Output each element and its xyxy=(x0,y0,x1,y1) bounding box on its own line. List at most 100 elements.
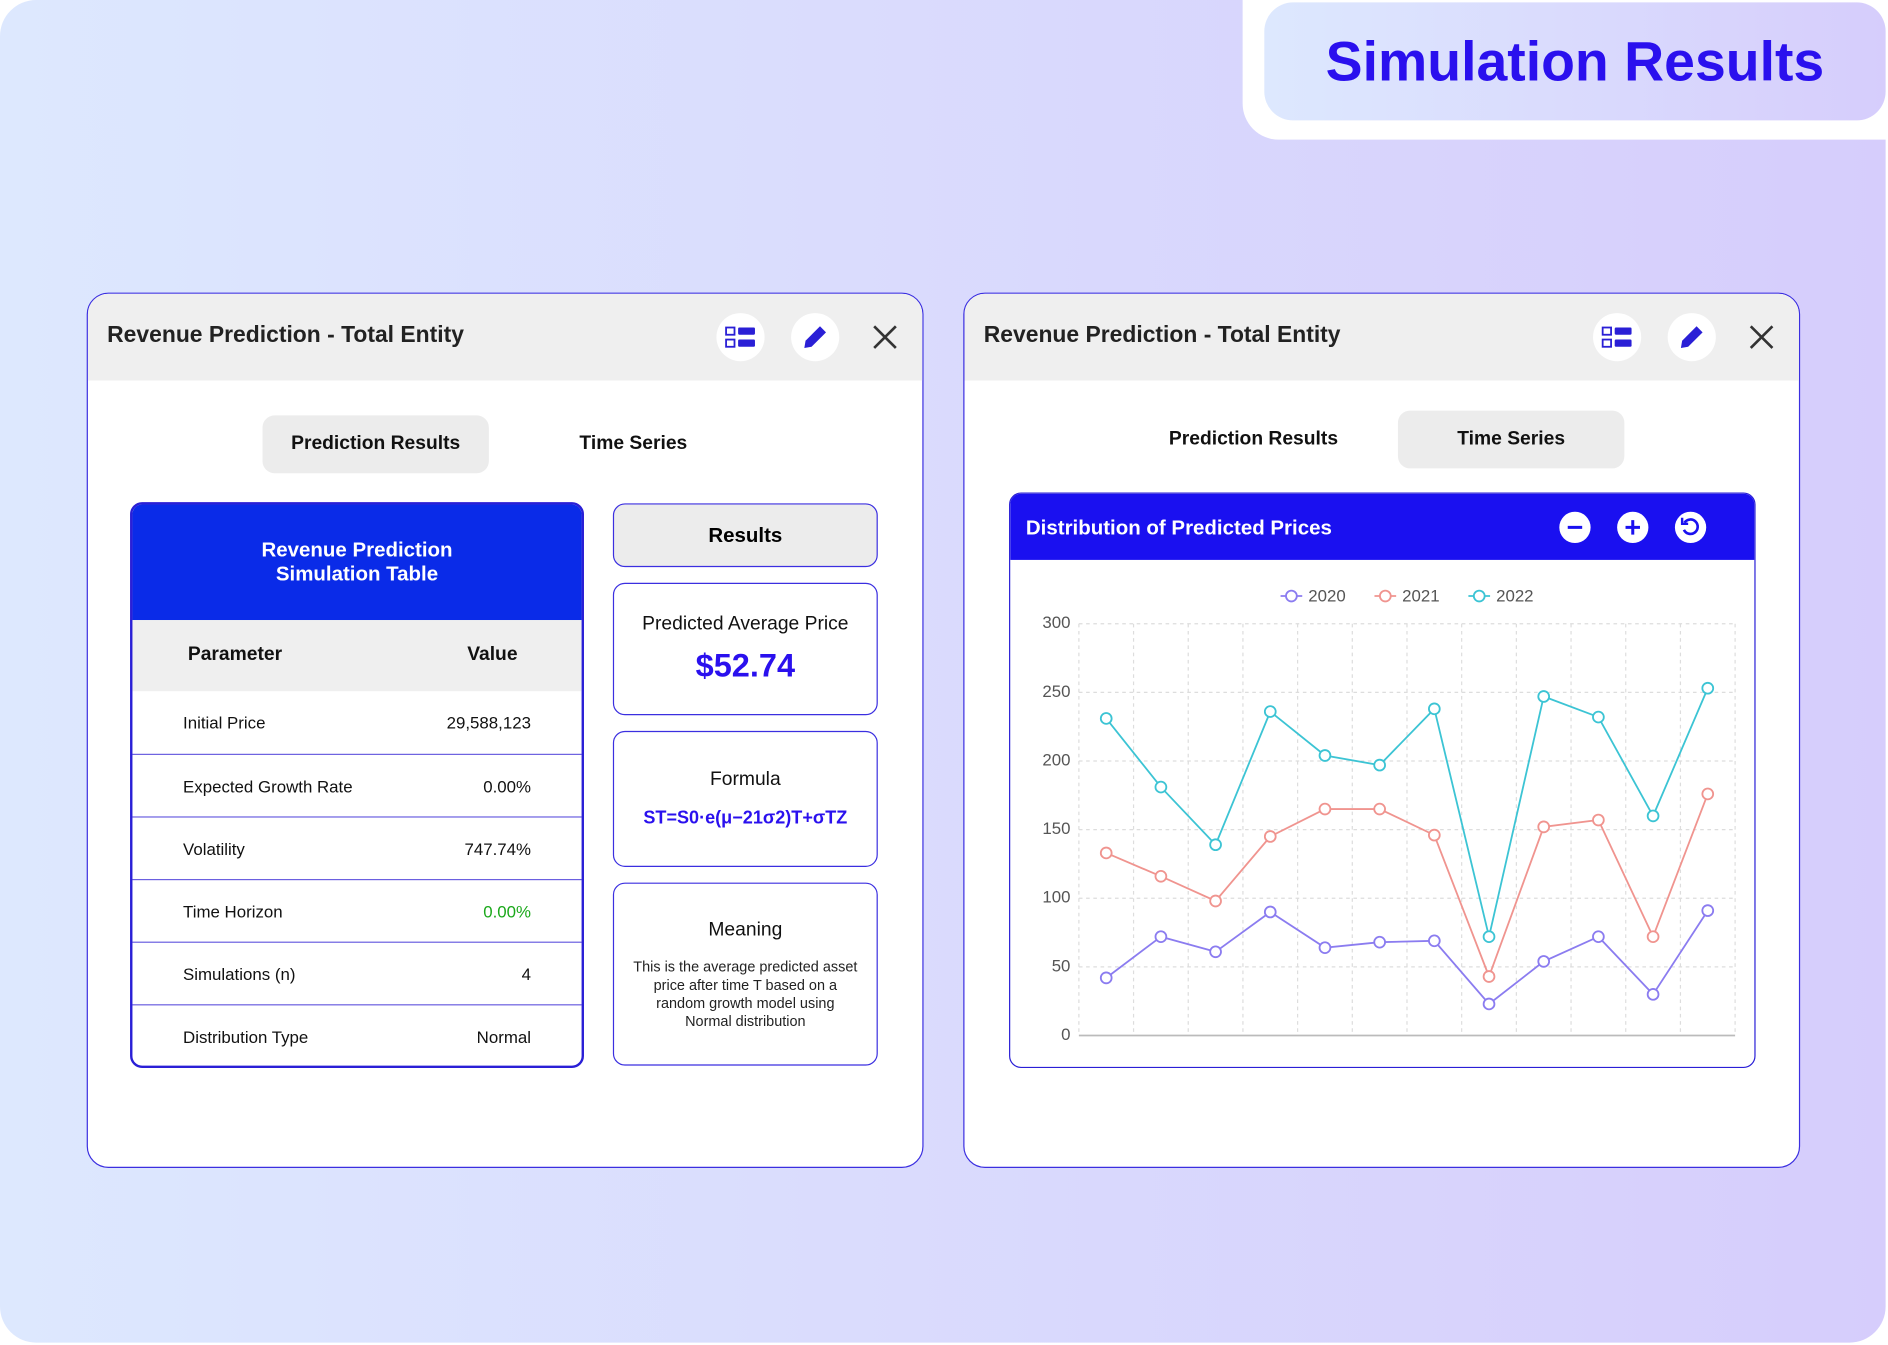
row-value: 747.74% xyxy=(464,839,532,859)
point xyxy=(1263,830,1277,843)
row-label: Expected Growth Rate xyxy=(183,776,353,796)
y-tick-label: 100 xyxy=(1042,888,1070,907)
point xyxy=(1263,905,1277,919)
row-value: Normal xyxy=(476,1027,532,1047)
point xyxy=(1646,809,1660,823)
point xyxy=(1428,934,1441,948)
row-label: Time Horizon xyxy=(183,901,283,922)
edit-button[interactable] xyxy=(791,313,840,362)
legend-marker xyxy=(1285,589,1298,603)
right-panel: Revenue Prediction - Total Entity Predic… xyxy=(963,292,1801,1168)
point xyxy=(1428,702,1441,716)
card-value: $52.74 xyxy=(695,647,796,684)
zoom-out[interactable] xyxy=(1559,511,1591,544)
average-card: Predicted Average Price $52.74 xyxy=(612,582,878,716)
point xyxy=(1701,681,1715,695)
point xyxy=(1482,930,1496,944)
row-label: Volatility xyxy=(183,839,245,859)
series-line xyxy=(1105,793,1709,980)
point xyxy=(1209,945,1222,959)
y-tick-label: 0 xyxy=(1061,1025,1070,1044)
point xyxy=(1099,971,1113,985)
series-line xyxy=(1105,910,1709,1006)
legend-label: 2020 xyxy=(1308,587,1345,606)
tab[interactable]: Time Series xyxy=(579,433,688,454)
point xyxy=(1099,712,1113,725)
table-title: Revenue Prediction Simulation Table xyxy=(261,538,453,586)
sim-table: Revenue Prediction Simulation Table Para… xyxy=(130,502,584,1069)
edit-button[interactable] xyxy=(1667,313,1716,362)
tab[interactable]: Prediction Results xyxy=(262,415,489,474)
panel-title: Revenue Prediction - Total Entity xyxy=(107,322,464,348)
row-value: 29,588,123 xyxy=(446,712,532,733)
panel-header xyxy=(964,293,1799,381)
table-row: Distribution Type Normal xyxy=(132,1004,582,1065)
legend-label: 2022 xyxy=(1496,587,1533,606)
formula-card: Formula ST=S0·e(μ−21σ2)T+σTZ xyxy=(612,730,878,867)
page-title: Simulation Results xyxy=(1264,2,1886,121)
table-row: Expected Growth Rate 0.00% xyxy=(132,753,582,817)
point xyxy=(1099,846,1113,860)
point xyxy=(1537,955,1551,968)
point xyxy=(1373,758,1386,772)
table-columns: Parameter Value xyxy=(132,620,582,692)
y-tick-label: 200 xyxy=(1042,750,1070,769)
legend-marker xyxy=(1378,589,1392,603)
point xyxy=(1373,802,1386,816)
point xyxy=(1154,930,1168,944)
y-tick-label: 250 xyxy=(1042,682,1070,701)
point xyxy=(1209,838,1222,852)
tab[interactable]: Prediction Results xyxy=(1168,428,1339,450)
point xyxy=(1318,941,1332,954)
list-button[interactable] xyxy=(1593,313,1642,362)
close-button[interactable] xyxy=(871,323,900,352)
point xyxy=(1482,970,1496,983)
close-button[interactable] xyxy=(1747,323,1776,352)
meaning-card: Meaning This is the average predicted as… xyxy=(612,882,878,1066)
chart: 0 50 100 150 200 250 300 2020 2021 2022 xyxy=(1042,587,1736,1044)
column-header: Parameter xyxy=(187,644,283,665)
row-label: Distribution Type xyxy=(183,1027,309,1047)
card-label: Meaning xyxy=(708,919,783,941)
zoom-in[interactable] xyxy=(1617,511,1649,544)
series-line xyxy=(1105,687,1709,937)
y-tick-label: 150 xyxy=(1042,819,1070,838)
point xyxy=(1646,988,1660,1001)
point xyxy=(1701,787,1715,801)
row-label: Simulations (n) xyxy=(183,964,296,984)
point xyxy=(1592,710,1605,724)
point xyxy=(1318,802,1332,816)
point xyxy=(1537,820,1551,834)
legend-marker xyxy=(1472,589,1486,603)
row-value: 0.00% xyxy=(483,901,532,922)
chart-card: Distribution of Predicted Prices 0 50 100 1… xyxy=(1009,492,1756,1069)
table-row: Simulations (n) 4 xyxy=(132,941,582,1005)
row-value: 4 xyxy=(521,964,532,984)
point xyxy=(1318,749,1332,762)
tab[interactable]: Time Series xyxy=(1397,410,1625,469)
point xyxy=(1263,705,1277,718)
point xyxy=(1428,828,1441,842)
table-row: Time Horizon 0.00% xyxy=(132,878,582,942)
point xyxy=(1482,997,1496,1011)
card-value: ST=S0·e(μ−21σ2)T+σTZ xyxy=(643,807,848,829)
point xyxy=(1592,930,1605,944)
card-label: Predicted Average Price xyxy=(642,614,849,635)
chart-tools xyxy=(1559,511,1707,544)
point xyxy=(1701,904,1715,917)
reset[interactable] xyxy=(1674,511,1707,544)
panel-header xyxy=(87,293,923,381)
results-title: Results xyxy=(612,503,878,568)
column-header: Value xyxy=(467,644,518,665)
chart-title: Distribution of Predicted Prices xyxy=(1025,516,1332,540)
card-label: Formula xyxy=(710,769,781,790)
point xyxy=(1209,894,1222,908)
point xyxy=(1646,930,1660,944)
y-tick-label: 300 xyxy=(1042,613,1070,632)
row-value: 0.00% xyxy=(483,776,532,796)
legend-label: 2021 xyxy=(1402,587,1439,606)
point xyxy=(1373,935,1386,949)
y-tick-label: 50 xyxy=(1052,956,1071,975)
point xyxy=(1592,813,1605,827)
list-button[interactable] xyxy=(716,313,765,362)
